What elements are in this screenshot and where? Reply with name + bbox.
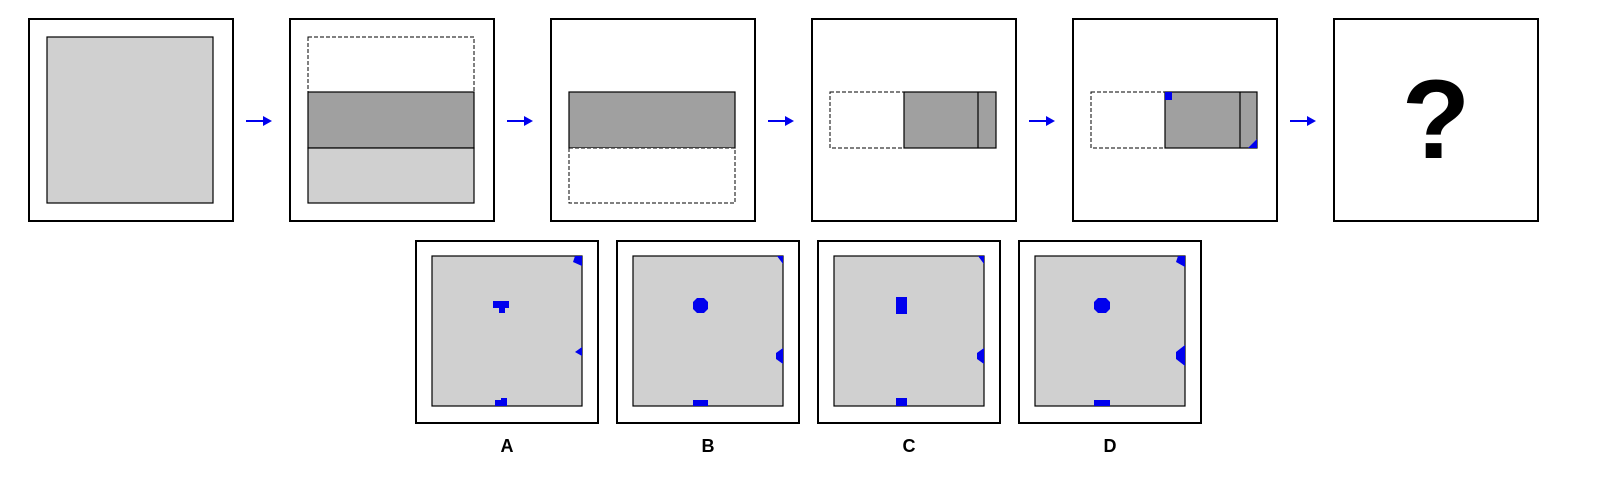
step-4-panel <box>811 18 1017 222</box>
question-frame <box>1333 18 1539 222</box>
step-3-panel <box>550 18 756 222</box>
hole-icon <box>1176 345 1185 366</box>
step-3-folded-layer <box>568 91 736 149</box>
step-1-paper <box>46 36 214 204</box>
option-b-label[interactable]: B <box>702 436 715 456</box>
option-b[interactable]: B <box>616 240 800 456</box>
hole-icon <box>1176 256 1185 267</box>
step-1-panel <box>28 18 234 222</box>
hole-icon <box>977 348 984 364</box>
step-4-fold-outline <box>829 91 905 149</box>
hole-icon <box>693 400 708 406</box>
question-mark: ? <box>1402 57 1470 182</box>
arrow-icon <box>768 116 794 126</box>
step-2-panel <box>289 18 495 222</box>
arrow-icon <box>246 116 272 126</box>
option-d-label[interactable]: D <box>1104 436 1117 456</box>
punched-hole-icon <box>1165 92 1172 100</box>
option-c-label[interactable]: C <box>903 436 916 456</box>
hole-icon <box>573 256 582 266</box>
arrow-icon <box>507 116 533 126</box>
hole-icon <box>495 398 507 406</box>
step-3-fold-outline <box>568 147 736 204</box>
hole-icon <box>1094 298 1110 313</box>
hole-icon <box>896 297 907 314</box>
option-b-paper <box>632 255 784 407</box>
option-d[interactable]: D <box>1018 240 1202 456</box>
step-2-folded-layer <box>307 91 475 149</box>
option-a-label[interactable]: A <box>501 436 514 456</box>
option-c[interactable]: C <box>817 240 1001 456</box>
option-d-paper <box>1034 255 1186 407</box>
arrow-icon <box>1290 116 1316 126</box>
option-c-paper <box>833 255 985 407</box>
hole-icon <box>693 298 708 313</box>
punched-hole-icon <box>1248 139 1257 148</box>
step-5-panel <box>1072 18 1278 222</box>
step-5-folded-layer <box>1164 91 1258 149</box>
arrow-icon <box>1029 116 1055 126</box>
hole-icon <box>896 398 907 406</box>
step-4-folded-layer <box>903 91 997 149</box>
hole-icon <box>1094 400 1110 406</box>
hole-icon <box>493 301 509 313</box>
hole-icon <box>776 348 783 364</box>
question-panel: ? <box>1333 18 1539 222</box>
step-2-paper <box>307 147 475 204</box>
option-a[interactable]: A <box>415 240 599 456</box>
option-a-paper <box>431 255 583 407</box>
step-2-fold-outline <box>307 36 475 93</box>
step-5-fold-outline <box>1090 91 1166 149</box>
hole-icon <box>777 256 783 264</box>
hole-icon <box>575 347 582 356</box>
hole-icon <box>978 256 984 264</box>
